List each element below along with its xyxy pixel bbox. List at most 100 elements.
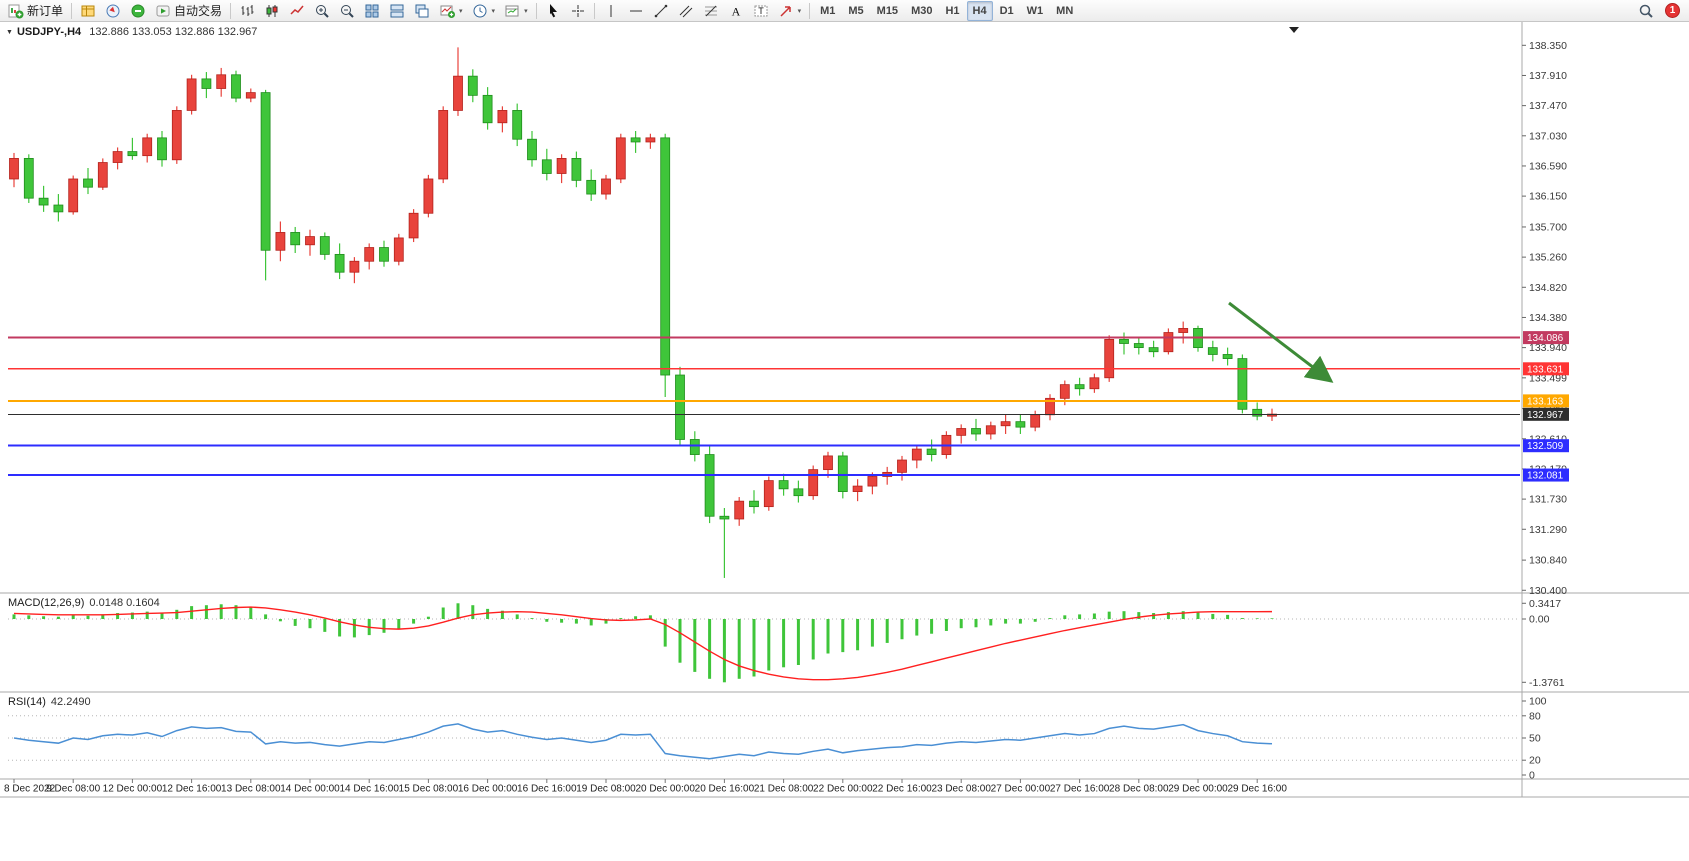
svg-text:A: A	[731, 4, 740, 18]
trend-arrow-annotation[interactable]	[1228, 301, 1334, 383]
rsi-panel	[8, 715, 1520, 761]
periods-button[interactable]: ▾	[468, 1, 500, 21]
auto-arrange-button[interactable]	[385, 1, 409, 21]
vline-button[interactable]	[599, 1, 623, 21]
tf-d1-button-label: D1	[999, 4, 1014, 17]
svg-text:135.700: 135.700	[1529, 221, 1567, 233]
candle-chart-button[interactable]	[260, 1, 284, 21]
label-button[interactable]: T	[749, 1, 773, 21]
tf-m5-button-label: M5	[848, 4, 864, 17]
svg-text:133.631: 133.631	[1527, 364, 1564, 375]
tf-m1-button[interactable]: M1	[814, 1, 841, 21]
tile-windows-button[interactable]	[360, 1, 384, 21]
collapse-toggle-icon[interactable]: ▼	[6, 29, 13, 36]
cursor-icon	[545, 3, 561, 19]
horizontal-lines[interactable]	[8, 336, 1520, 477]
tf-m15-button[interactable]: M15	[871, 1, 904, 21]
hline-icon	[628, 3, 644, 19]
rsi-value: 42.2490	[50, 696, 91, 708]
cascade-button[interactable]	[410, 1, 434, 21]
cursor-button[interactable]	[541, 1, 565, 21]
toolbar-separator	[593, 2, 595, 19]
panel-borders	[0, 22, 1689, 798]
arrows-button[interactable]: ▾	[774, 1, 806, 21]
price-tags: 134.086 133.631 133.163 132.967 132.509 132.0…	[1523, 331, 1569, 482]
navigator-button[interactable]	[101, 1, 125, 21]
trendline-button[interactable]	[649, 1, 673, 21]
templates-button[interactable]: ▾	[500, 1, 532, 21]
tf-h4-button[interactable]: H4	[966, 0, 993, 21]
line-chart-button[interactable]	[285, 1, 309, 21]
toolbar-separator	[809, 2, 811, 19]
zoom-out-button[interactable]	[335, 1, 359, 21]
tf-h4-button-label: H4	[972, 4, 987, 17]
svg-text:0: 0	[1529, 770, 1535, 782]
hline-button[interactable]	[624, 1, 648, 21]
channel-icon	[678, 3, 694, 19]
tf-mn-button-label: MN	[1056, 4, 1074, 17]
dropdown-caret-icon: ▾	[797, 7, 802, 15]
new-order-button[interactable]: 新订单	[4, 1, 67, 21]
svg-text:12 Dec 16:00: 12 Dec 16:00	[162, 784, 222, 795]
indicators-button[interactable]: ▾	[435, 1, 467, 21]
svg-text:137.910: 137.910	[1529, 70, 1567, 82]
rsi-label-row: RSI(14) 42.2490	[8, 696, 91, 708]
tf-m30-button[interactable]: M30	[905, 1, 938, 21]
autotrade-button[interactable]: 自动交易	[151, 1, 226, 21]
text-icon: A	[728, 3, 744, 19]
toolbar: 新订单 自动交易 ▾ ▾ ▾ A T ▾ M1 M5 M15 M30 H1 H4 D1 W1 MN 1	[0, 0, 1689, 22]
svg-text:132.967: 132.967	[1527, 410, 1564, 421]
svg-text:134.380: 134.380	[1529, 312, 1567, 324]
tf-m15-button-label: M15	[876, 4, 899, 17]
svg-text:132.509: 132.509	[1527, 441, 1564, 452]
tf-d1-button[interactable]: D1	[994, 1, 1020, 21]
chart-background	[0, 22, 1689, 800]
svg-text:134.820: 134.820	[1529, 282, 1567, 294]
svg-text:80: 80	[1529, 710, 1541, 722]
svg-text:136.150: 136.150	[1529, 191, 1567, 203]
terminal-icon	[130, 3, 146, 19]
arrow-tool-icon	[778, 3, 794, 19]
channel-button[interactable]	[674, 1, 698, 21]
tf-mn-button[interactable]: MN	[1050, 1, 1079, 21]
toolbar-separator	[535, 2, 537, 19]
clock-icon	[472, 3, 488, 19]
notification-badge[interactable]: 1	[1665, 3, 1680, 18]
svg-text:132.081: 132.081	[1527, 471, 1564, 482]
tf-h1-button[interactable]: H1	[939, 1, 965, 21]
zoom-in-button[interactable]	[310, 1, 334, 21]
svg-text:21 Dec 08:00: 21 Dec 08:00	[754, 784, 814, 795]
tf-w1-button-label: W1	[1026, 4, 1044, 17]
svg-text:20 Dec 00:00: 20 Dec 00:00	[635, 784, 695, 795]
macd-axis[interactable]: 0.3417 0.00 -1.3761	[1522, 598, 1565, 689]
chart-header: ▼ USDJPY-,H4 132.886 133.053 132.886 132.…	[6, 26, 257, 38]
svg-text:138.350: 138.350	[1529, 40, 1567, 52]
fibo-icon	[703, 3, 719, 19]
search-button[interactable]	[1634, 1, 1658, 21]
rsi-axis[interactable]: 100 80 50 20 0	[1522, 696, 1547, 782]
bar-chart-button[interactable]	[235, 1, 259, 21]
tf-m5-button[interactable]: M5	[842, 1, 869, 21]
market-watch-button[interactable]	[76, 1, 100, 21]
auto-arrange-icon	[389, 3, 405, 19]
chart-shift-marker[interactable]	[1289, 27, 1299, 33]
template-icon	[504, 3, 520, 19]
new-order-button-label: 新订单	[27, 4, 64, 18]
svg-text:22 Dec 16:00: 22 Dec 16:00	[872, 784, 932, 795]
svg-text:137.470: 137.470	[1529, 100, 1567, 112]
tf-w1-button[interactable]: W1	[1021, 1, 1050, 21]
tf-m30-button-label: M30	[911, 4, 933, 17]
text-button[interactable]: A	[724, 1, 748, 21]
fibo-button[interactable]	[699, 1, 723, 21]
candlestick-series	[9, 47, 1277, 578]
terminal-button[interactable]	[126, 1, 150, 21]
rsi-label: RSI(14)	[8, 696, 46, 708]
crosshair-button[interactable]	[566, 1, 590, 21]
chart-canvas[interactable]: 138.350 137.910 137.470 137.030 136.590 136.1…	[0, 22, 1689, 800]
new-chart-icon	[439, 3, 456, 19]
svg-text:136.590: 136.590	[1529, 160, 1567, 172]
svg-text:23 Dec 08:00: 23 Dec 08:00	[931, 784, 991, 795]
svg-text:9 Dec 08:00: 9 Dec 08:00	[46, 784, 100, 795]
macd-values: 0.0148 0.1604	[89, 597, 160, 609]
